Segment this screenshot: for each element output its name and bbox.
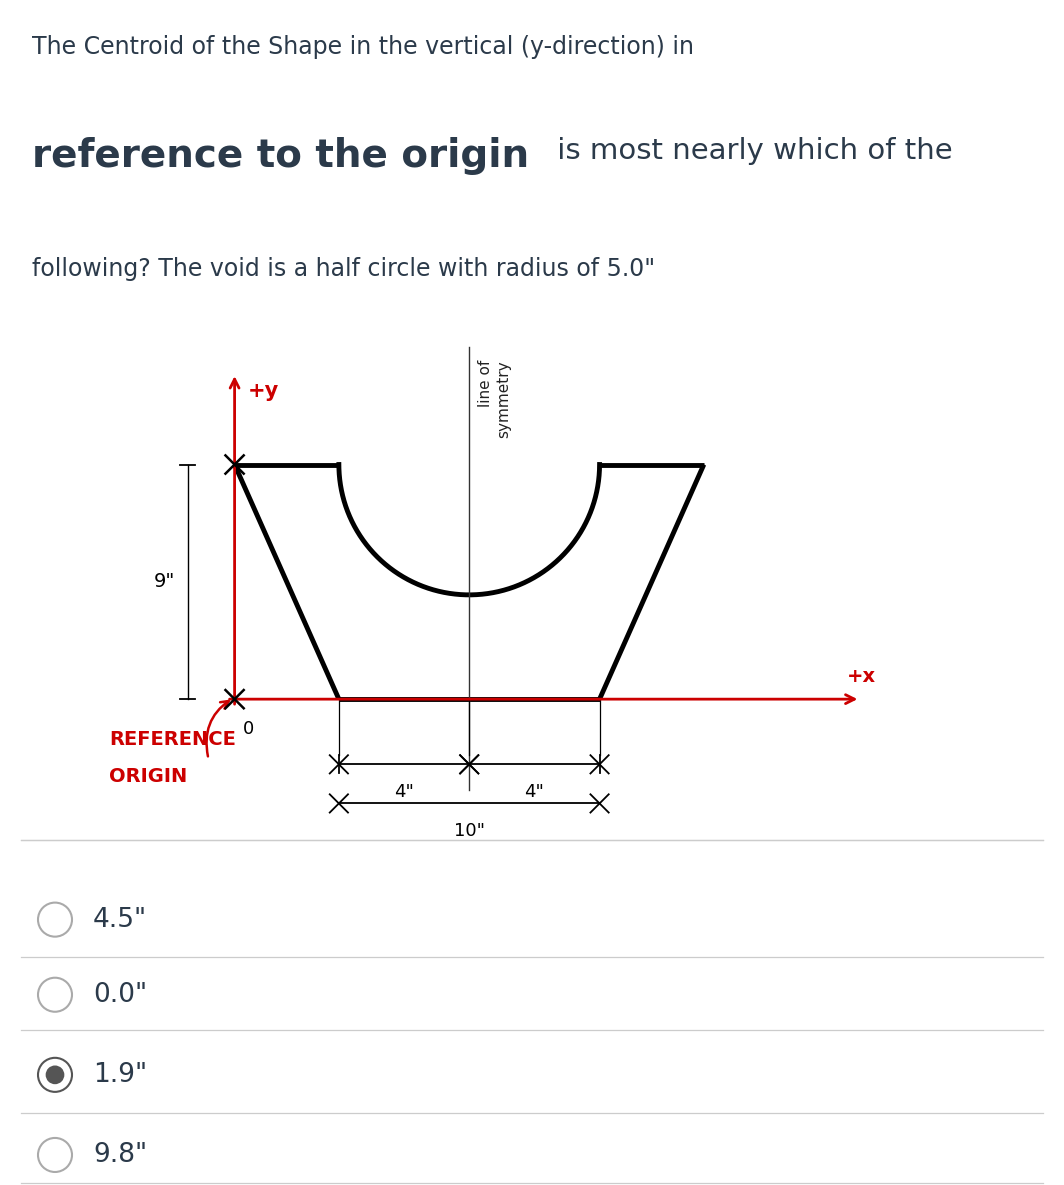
Text: following? The void is a half circle with radius of 5.0": following? The void is a half circle wit…	[32, 257, 655, 281]
Text: symmetry: symmetry	[497, 360, 512, 438]
Text: 0.0": 0.0"	[93, 981, 147, 1007]
Circle shape	[38, 1138, 72, 1172]
Text: 4": 4"	[525, 782, 545, 801]
Text: 9.8": 9.8"	[93, 1142, 147, 1168]
Text: reference to the origin: reference to the origin	[32, 137, 529, 175]
Circle shape	[38, 978, 72, 1012]
Text: REFERENCE: REFERENCE	[110, 730, 236, 749]
Text: line of: line of	[479, 360, 494, 408]
Text: The Centroid of the Shape in the vertical (y-direction) in: The Centroid of the Shape in the vertica…	[32, 36, 694, 59]
Text: 0: 0	[243, 720, 253, 738]
Text: 4.5": 4.5"	[93, 907, 147, 933]
Text: is most nearly which of the: is most nearly which of the	[548, 137, 952, 166]
Text: 9": 9"	[153, 572, 174, 591]
Circle shape	[38, 1058, 72, 1091]
Text: +x: +x	[847, 667, 877, 686]
Text: 4": 4"	[394, 782, 414, 801]
Text: ORIGIN: ORIGIN	[110, 767, 187, 786]
Text: 10": 10"	[453, 821, 485, 840]
Circle shape	[46, 1065, 64, 1084]
Text: +y: +y	[248, 382, 279, 401]
Text: 1.9": 1.9"	[93, 1062, 147, 1088]
Circle shape	[38, 903, 72, 936]
